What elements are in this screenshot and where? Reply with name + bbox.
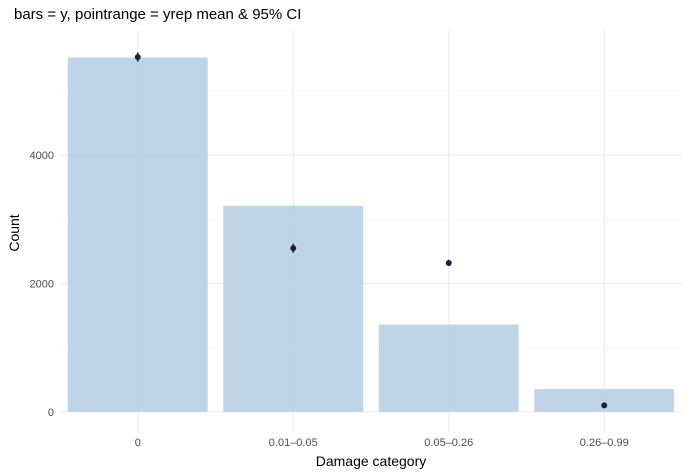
yrep-point-0 [134, 53, 141, 60]
x-axis-label: Damage category [316, 453, 427, 469]
x-tick-label: 0.05–0.26 [424, 437, 473, 449]
x-tick-label: 0.26–0.99 [580, 437, 629, 449]
chart-title: bars = y, pointrange = yrep mean & 95% C… [14, 6, 301, 23]
yrep-point-1 [290, 245, 297, 252]
bar-3 [534, 389, 675, 412]
y-tick-labels: 0 2000 4000 [30, 150, 54, 419]
x-tick-labels: 0 0.01–0.05 0.05–0.26 0.26–0.99 [135, 437, 629, 449]
bar-1 [223, 205, 364, 412]
y-tick-label: 4000 [30, 150, 54, 162]
bar-2 [378, 324, 519, 412]
x-tick-label: 0.01–0.05 [269, 437, 318, 449]
pointrange-layer [134, 52, 608, 409]
y-tick-label: 0 [48, 407, 54, 419]
y-axis-label: Count [6, 214, 22, 251]
y-tick-label: 2000 [30, 278, 54, 290]
bar-0 [67, 57, 208, 412]
yrep-point-3 [601, 402, 608, 409]
yrep-point-2 [445, 259, 452, 266]
x-tick-label: 0 [135, 437, 141, 449]
bars-layer [67, 57, 675, 412]
